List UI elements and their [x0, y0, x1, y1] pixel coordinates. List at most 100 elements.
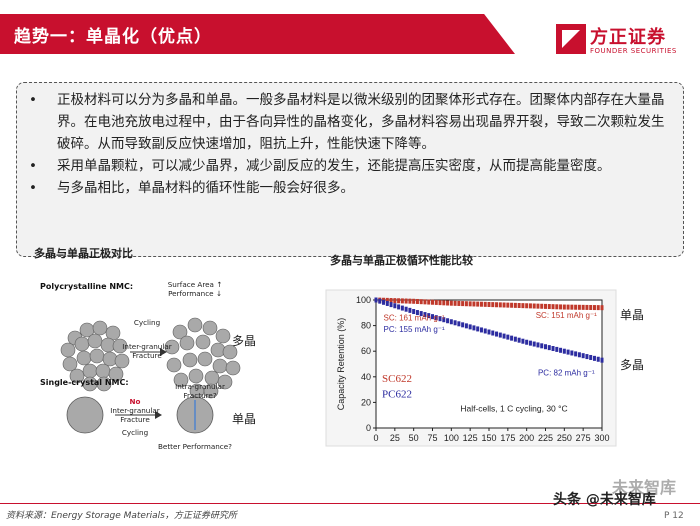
data-point-PC622: [525, 339, 529, 345]
founder-logo: 方正证券 FOUNDER SECURITIES: [556, 22, 696, 62]
source-text: 资料来源：Energy Storage Materials，方正证券研究所: [6, 511, 237, 521]
data-point-PC622: [532, 341, 536, 347]
plot-area: [375, 299, 603, 429]
logo-name: 方正证券: [590, 27, 666, 48]
single-title: Single-crystal NMC:: [40, 378, 129, 387]
data-point-SC622: [577, 304, 581, 310]
data-point-SC622: [498, 302, 502, 308]
right-label-poly: 多晶: [620, 358, 645, 372]
poly-title: Polycrystalline NMC:: [40, 282, 134, 291]
x-tick-label: 75: [427, 433, 437, 443]
data-point-PC622: [555, 346, 559, 352]
data-point-PC622: [544, 344, 547, 350]
data-point-PC622: [415, 310, 419, 316]
fracture-label: Fracture: [132, 351, 162, 360]
conditions-label: Half-cells, 1 C cycling, 30 °C: [460, 403, 567, 413]
data-point-SC622: [483, 301, 487, 307]
data-point-PC622: [491, 330, 495, 336]
data-point-PC622: [589, 354, 593, 360]
data-point-PC622: [468, 324, 472, 330]
arrow-head-icon: [155, 411, 162, 419]
better-performance-label: Better Performance?: [157, 442, 232, 451]
data-point-PC622: [536, 342, 540, 348]
data-point-SC622: [528, 303, 532, 309]
data-point-SC622: [540, 303, 544, 309]
data-point-SC622: [491, 302, 495, 308]
bullet-text: 采用单晶颗粒，可以减少晶界，减少副反应的发生，还能提高压实密度，从而提高能量密度…: [57, 158, 611, 174]
data-point-SC622: [525, 303, 529, 309]
bullet-dot-icon: •: [29, 158, 37, 174]
bullet-box: • 正极材料可以分为多晶和单晶。一般多晶材料是以微米级别的团聚体形式存在。团聚体…: [16, 82, 684, 257]
right-label-single: 单晶: [620, 308, 645, 322]
data-point-SC622: [592, 305, 596, 311]
data-point-SC622: [585, 304, 589, 310]
fracture-label-2: Fracture: [120, 415, 150, 424]
x-tick-label: 275: [576, 433, 591, 443]
data-point-SC622: [434, 299, 438, 305]
y-tick-label: 60: [361, 346, 371, 356]
x-tick-label: 175: [500, 433, 515, 443]
crystal-drawing: [60, 317, 241, 434]
cycling-label-2: Cycling: [121, 428, 149, 437]
data-point-PC622: [528, 340, 532, 346]
data-point-SC622: [532, 303, 536, 309]
data-point-PC622: [487, 329, 491, 335]
data-point-PC622: [540, 343, 544, 349]
data-point-PC622: [600, 357, 604, 363]
pc-start-label: PC: 155 mAh g⁻¹: [384, 325, 445, 334]
data-point-SC622: [423, 299, 427, 305]
bullet-item: • 与多晶相比，单晶材料的循环性能一般会好很多。: [29, 177, 673, 199]
x-tick-label: 100: [444, 433, 459, 443]
sc-end-label: SC: 151 mAh g⁻¹: [536, 311, 597, 320]
data-point-SC622: [408, 298, 412, 304]
data-point-PC622: [562, 348, 566, 354]
data-point-PC622: [513, 336, 517, 342]
data-point-SC622: [479, 301, 483, 307]
data-point-SC622: [600, 305, 604, 311]
data-point-PC622: [423, 312, 427, 318]
data-point-SC622: [397, 298, 401, 304]
cycling-chart: 0 20 40 60 80 100 0 25 50 75 100 125 150 175 200 225 250…: [318, 288, 618, 448]
data-point-PC622: [397, 304, 401, 310]
data-point-PC622: [502, 333, 506, 339]
data-point-PC622: [393, 303, 397, 309]
data-point-PC622: [510, 335, 514, 341]
data-point-PC622: [592, 355, 596, 361]
poly-particle-fractured: [164, 317, 241, 399]
fracture-q-label: Fracture?: [183, 391, 217, 400]
data-point-SC622: [457, 300, 461, 306]
data-point-PC622: [566, 349, 570, 355]
data-point-SC622: [513, 302, 517, 308]
performance-label: Performance ↓: [168, 289, 222, 298]
data-point-SC622: [476, 301, 480, 307]
logo-english: FOUNDER SECURITIES: [590, 47, 677, 55]
founder-logo-icon: [556, 24, 586, 54]
y-tick-label: 40: [361, 372, 371, 382]
data-point-PC622: [389, 302, 393, 308]
data-point-PC622: [404, 306, 408, 312]
data-point-PC622: [461, 322, 465, 328]
data-point-PC622: [559, 347, 563, 353]
data-point-PC622: [498, 332, 502, 338]
data-point-SC622: [442, 300, 446, 306]
data-point-SC622: [468, 301, 472, 307]
data-point-PC622: [577, 352, 581, 358]
title-bar: [0, 14, 515, 54]
watermark-text: 头条 @未来智库: [553, 492, 656, 508]
data-point-PC622: [442, 317, 446, 323]
label-single: 单晶: [232, 412, 257, 426]
data-point-SC622: [389, 298, 393, 304]
bullet-item: • 采用单晶颗粒，可以减少晶界，减少副反应的发生，还能提高压实密度，从而提高能量…: [29, 155, 673, 177]
watermark-logo-text: 未来智库: [612, 478, 677, 497]
inter-granular-label-2: Inter-granular: [110, 406, 160, 415]
data-point-PC622: [408, 307, 412, 313]
data-point-PC622: [400, 305, 404, 311]
data-point-SC622: [506, 302, 510, 308]
data-point-PC622: [378, 298, 382, 304]
inter-granular-label: Inter-granular: [122, 342, 172, 351]
bullet-dot-icon: •: [29, 180, 37, 196]
x-tick-label: 300: [594, 433, 609, 443]
label-poly: 多晶: [232, 334, 257, 348]
data-point-SC622: [559, 304, 563, 310]
data-point-SC622: [472, 301, 476, 307]
